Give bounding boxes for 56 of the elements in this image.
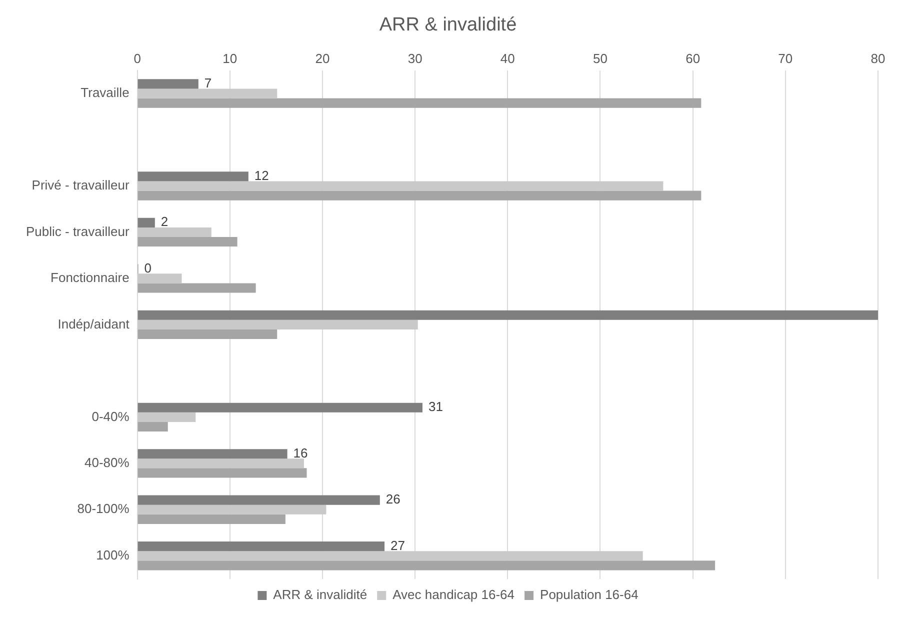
legend-label: ARR & invalidité: [273, 587, 368, 602]
x-tick-label: 30: [408, 51, 422, 66]
y-tick-label: Indép/aidant: [58, 316, 130, 332]
bar: [138, 329, 278, 340]
y-tick-label: Public - travailleur: [26, 224, 130, 239]
y-tick-label: 40-80%: [84, 454, 130, 470]
y-tick-label: Travaille: [80, 85, 130, 100]
bar: [138, 181, 664, 191]
bar: [138, 98, 702, 108]
data-label: 2: [160, 214, 168, 230]
data-label: 27: [390, 538, 405, 553]
x-tick-label: 60: [686, 51, 700, 66]
bar: [138, 514, 286, 524]
bar: [138, 79, 198, 89]
data-label: 0: [144, 260, 152, 276]
bar: [138, 237, 238, 247]
bar: [138, 274, 182, 284]
bar: [138, 227, 212, 238]
y-tick-label: 0-40%: [92, 408, 130, 424]
bar: [138, 468, 307, 478]
x-tick-label: 20: [315, 51, 330, 66]
y-tick-label: 80-100%: [77, 501, 130, 516]
x-tick-label: 40: [500, 51, 515, 66]
y-tick-label: 100%: [96, 547, 130, 562]
data-label: 31: [428, 399, 443, 414]
bar: [138, 458, 304, 468]
x-tick-label: 0: [134, 51, 141, 66]
bar: [138, 560, 716, 570]
bar: [138, 402, 422, 412]
bar: [138, 88, 278, 98]
bar: [138, 551, 643, 561]
bar: [138, 542, 385, 552]
legend-label: Population 16-64: [540, 587, 638, 602]
bar: [138, 320, 418, 330]
x-tick-label: 80: [870, 51, 886, 66]
bar: [138, 495, 380, 505]
bar: [138, 412, 196, 422]
legend-label: Avec handicap 16-64: [392, 587, 515, 602]
data-label: 16: [293, 445, 308, 460]
bar: [138, 449, 288, 459]
x-tick-label: 50: [593, 51, 608, 66]
y-tick-label: Privé - travailleur: [32, 178, 130, 193]
bar: [138, 172, 248, 182]
bar: [138, 310, 878, 320]
x-tick-label: 70: [778, 51, 793, 66]
data-label: 26: [386, 492, 400, 507]
data-label: 12: [254, 168, 269, 184]
bar: [138, 422, 168, 432]
y-tick-label: Fonctionnaire: [50, 270, 130, 286]
x-tick-label: 10: [222, 51, 238, 66]
bar: [138, 190, 702, 200]
bar: [138, 283, 256, 293]
chart-title: ARR & invalidité: [379, 14, 517, 36]
bar: [138, 504, 326, 514]
bar: [138, 218, 155, 228]
data-label: 7: [204, 76, 212, 91]
